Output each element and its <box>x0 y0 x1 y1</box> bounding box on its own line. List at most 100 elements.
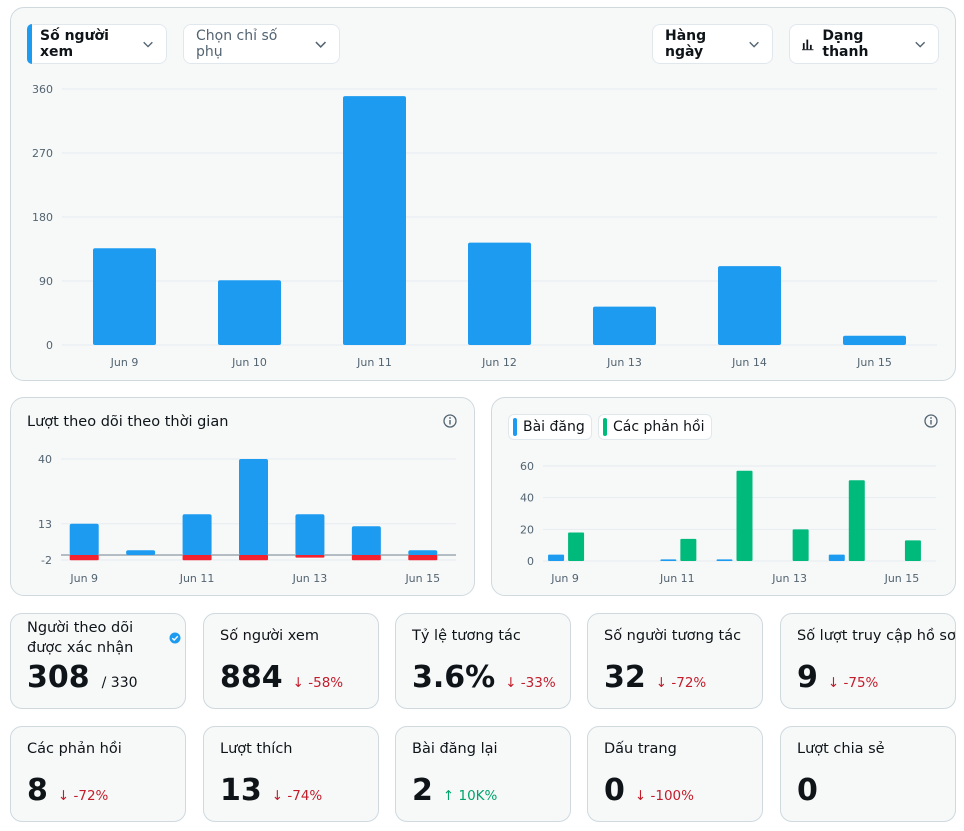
stat-label: Lượt chia sẻ <box>797 741 885 757</box>
stat-change: ↓ -74% <box>271 788 323 804</box>
stat-value: 9 <box>797 660 818 695</box>
y-tick-label: 20 <box>520 523 534 536</box>
posts-bar <box>828 554 845 561</box>
stat-card-bookmarks[interactable]: Dấu trang 0 ↓ -100% <box>587 726 763 822</box>
replies-bar <box>792 529 809 561</box>
info-icon[interactable] <box>924 414 938 428</box>
legend-posts-label: Bài đăng <box>523 419 585 435</box>
x-tick-label: Jun 9 <box>110 356 139 369</box>
x-tick-label: Jun 13 <box>606 356 642 369</box>
y-tick-label: 13 <box>38 518 52 531</box>
gain-bar <box>182 514 212 555</box>
legend-replies-swatch <box>603 418 607 436</box>
y-tick-label: 270 <box>32 147 53 160</box>
x-tick-label: Jun 13 <box>292 572 328 585</box>
chevron-down-icon <box>314 41 326 48</box>
loss-bar <box>182 555 212 561</box>
posts-bar <box>660 559 677 561</box>
x-tick-label: Jun 15 <box>404 572 440 585</box>
gain-bar <box>408 550 438 555</box>
stat-card-viewers[interactable]: Số người xem 884 ↓ -58% <box>203 613 379 709</box>
replies-bar <box>904 540 921 561</box>
stat-label: Lượt thích <box>220 741 293 757</box>
y-tick-label: 60 <box>520 460 534 473</box>
legend-replies[interactable]: Các phản hồi <box>598 414 712 440</box>
stat-label: Số người xem <box>220 628 319 644</box>
stat-value: 3.6% <box>412 660 496 695</box>
stat-value: 0 <box>604 773 625 808</box>
x-tick-label: Jun 11 <box>356 356 392 369</box>
x-tick-label: Jun 15 <box>884 572 920 585</box>
gain-bar <box>126 550 156 555</box>
stat-change: ↑ 10K% <box>442 788 498 804</box>
bar-jun-13 <box>593 306 656 345</box>
loss-bar <box>351 555 381 561</box>
x-tick-label: Jun 9 <box>550 572 579 585</box>
y-tick-label: 0 <box>527 555 534 568</box>
x-tick-label: Jun 9 <box>69 572 98 585</box>
y-tick-label: 180 <box>32 211 53 224</box>
stat-card-likes[interactable]: Lượt thích 13 ↓ -74% <box>203 726 379 822</box>
stat-value: 32 <box>604 660 646 695</box>
legend-posts-swatch <box>513 418 517 436</box>
x-tick-label: Jun 11 <box>179 572 215 585</box>
stat-change: ↓ -58% <box>292 675 344 691</box>
chevron-down-icon <box>143 41 153 48</box>
bar-jun-10 <box>218 280 281 345</box>
replies-bar <box>736 470 753 561</box>
stat-value: 8 <box>27 773 48 808</box>
stat-card-shares[interactable]: Lượt chia sẻ 0 <box>780 726 956 822</box>
loss-bar <box>69 555 99 561</box>
period-dropdown-label: Hàng ngày <box>665 28 707 60</box>
stat-card-reposts[interactable]: Bài đăng lại 2 ↑ 10K% <box>395 726 571 822</box>
legend-posts[interactable]: Bài đăng <box>508 414 592 440</box>
stat-card-engagement-rate[interactable]: Tỷ lệ tương tác 3.6% ↓ -33% <box>395 613 571 709</box>
x-tick-label: Jun 14 <box>731 356 767 369</box>
views-bar-chart: 0 90 180 270 360 Jun 9 Jun 10 Jun 11 Jun 12 Jun 1… <box>32 83 937 369</box>
stat-card-profile-visits[interactable]: Số lượt truy cập hồ sơ 9 ↓ -75% <box>780 613 956 709</box>
bar-jun-9 <box>93 248 156 345</box>
x-tick-label: Jun 13 <box>771 572 807 585</box>
bar-jun-11 <box>343 96 406 345</box>
stat-label: Các phản hồi <box>27 741 122 757</box>
replies-bar <box>568 532 585 561</box>
loss-bar <box>239 555 268 561</box>
stat-change: ↓ -72% <box>655 675 707 691</box>
bar-jun-12 <box>468 242 531 345</box>
posts-bar <box>716 559 733 561</box>
stat-change: ↓ -72% <box>57 788 109 804</box>
posts-replies-bar-chart: 0 20 40 60 Jun 9 Jun 11 Jun 13 Jun 15 <box>520 460 936 585</box>
stat-value: 13 <box>220 773 262 808</box>
chevron-down-icon <box>914 41 925 48</box>
stat-label: Người theo dõi được xác nhận <box>27 620 134 656</box>
gain-bar <box>239 459 268 555</box>
metric-dropdown[interactable]: Số người xem <box>27 24 167 64</box>
replies-bar <box>848 480 865 561</box>
x-tick-label: Jun 11 <box>659 572 695 585</box>
stat-change: ↓ -100% <box>634 788 694 804</box>
replies-bar <box>680 538 697 561</box>
stat-value: 884 <box>220 660 283 695</box>
stat-card-engaged-users[interactable]: Số người tương tác 32 ↓ -72% <box>587 613 763 709</box>
loss-bar <box>408 555 438 561</box>
y-tick-label: 40 <box>520 492 534 505</box>
y-tick-label: 0 <box>46 339 53 352</box>
stat-card-replies[interactable]: Các phản hồi 8 ↓ -72% <box>10 726 186 822</box>
period-dropdown[interactable]: Hàng ngày <box>652 24 773 64</box>
chart-type-label: Dạng thanh <box>822 28 869 60</box>
stat-label: Số lượt truy cập hồ sơ <box>797 628 956 644</box>
info-icon[interactable] <box>443 414 457 428</box>
stat-label: Tỷ lệ tương tác <box>412 628 521 644</box>
followers-panel-title: Lượt theo dõi theo thời gian <box>27 414 229 430</box>
chart-type-dropdown[interactable]: Dạng thanh <box>789 24 939 64</box>
y-tick-label: 360 <box>32 83 53 96</box>
gain-bar <box>69 523 99 555</box>
chevron-down-icon <box>749 41 759 48</box>
metric-dropdown-label: Số người xem <box>40 28 109 60</box>
metric-accent-bar <box>27 24 32 64</box>
bar-jun-14 <box>718 266 781 345</box>
x-tick-label: Jun 10 <box>231 356 267 369</box>
posts-bar <box>548 554 565 561</box>
secondary-metric-dropdown[interactable]: Chọn chỉ số phụ <box>183 24 340 64</box>
stat-card-verified-followers[interactable]: Người theo dõi được xác nhận 308 / 330 <box>10 613 186 709</box>
